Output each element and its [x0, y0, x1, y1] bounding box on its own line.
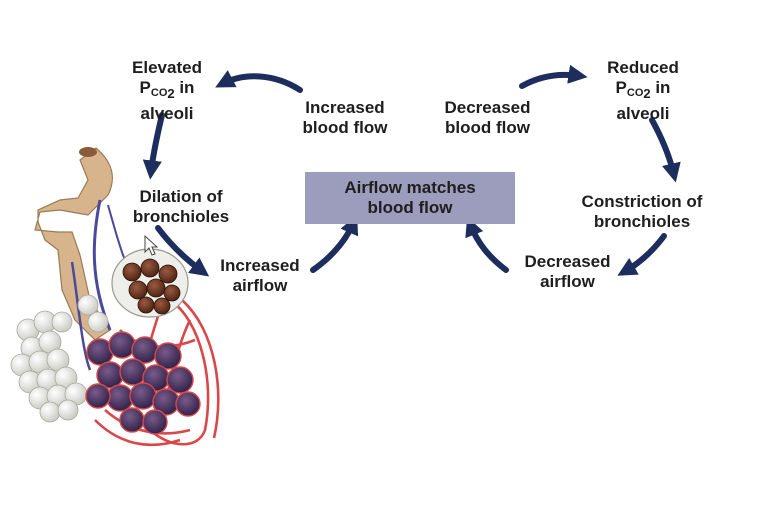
center-line-2: blood flow	[367, 198, 453, 217]
elevated-line-3: alveoli	[140, 104, 194, 123]
right-cycle-arrows	[465, 64, 681, 276]
arrow-to-reduced	[519, 64, 588, 89]
reduced-pco2-label: Reduced PCO2 in alveoli	[588, 58, 698, 124]
decreased-airflow-line-1: Decreased	[524, 252, 611, 271]
arrow-to-dilation	[142, 112, 165, 180]
decreased-airflow-line-2: airflow	[540, 272, 595, 291]
increased-airflow-label: Increased airflow	[205, 256, 315, 296]
decreased-blood-flow-label: Decreased blood flow	[425, 98, 550, 138]
co-subscript: CO	[150, 87, 168, 99]
dilation-line-1: Dilation of	[139, 187, 223, 206]
elevated-line-2: PCO2 in	[112, 78, 222, 104]
arrow-to-increased-airflow	[155, 225, 210, 277]
alveoli-illustration	[10, 147, 220, 447]
dilation-label: Dilation of bronchioles	[116, 187, 246, 227]
arrow-to-center-left	[310, 214, 359, 273]
arrow-to-center-right	[465, 216, 509, 273]
elevated-line-1: Elevated	[132, 58, 202, 77]
arrow-to-constriction	[649, 117, 681, 183]
decreased-blood-flow-line-2: blood flow	[445, 118, 530, 137]
p-symbol: P	[615, 78, 627, 97]
left-cycle-arrows	[142, 70, 359, 277]
constriction-label: Constriction of bronchioles	[562, 192, 722, 232]
alveolar-sacs	[10, 294, 109, 423]
increased-blood-flow-line-1: Increased	[305, 98, 385, 117]
arrow-to-decreased-airflow	[617, 233, 667, 276]
in-suffix: in	[650, 78, 671, 97]
airflow-matches-box: Airflow matches blood flow	[305, 172, 515, 224]
bronchiole-tube	[34, 147, 113, 341]
reduced-line-3: alveoli	[616, 104, 670, 123]
increased-airflow-line-2: airflow	[232, 276, 288, 295]
constriction-line-2: bronchioles	[593, 212, 691, 231]
in-suffix: in	[174, 78, 195, 97]
two-subscript: 2	[643, 86, 651, 101]
center-label: Airflow matches blood flow	[305, 178, 515, 218]
dilation-line-2: bronchioles	[132, 207, 230, 226]
reduced-line-1: Reduced	[607, 58, 679, 77]
bronchiole-opening	[79, 147, 97, 157]
co-subscript: CO	[626, 87, 644, 99]
arrow-to-elevated	[215, 70, 303, 93]
capillary-alveoli	[85, 331, 201, 435]
increased-airflow-line-1: Increased	[220, 256, 300, 275]
vein-path	[70, 261, 92, 371]
cutaway-sac	[111, 248, 189, 318]
elevated-pco2-label: Elevated PCO2 in alveoli	[112, 58, 222, 124]
two-subscript: 2	[167, 86, 175, 101]
increased-blood-flow-line-2: blood flow	[302, 118, 388, 137]
constriction-line-1: Constriction of	[581, 192, 703, 211]
center-line-1: Airflow matches	[344, 178, 476, 197]
reduced-line-2: PCO2 in	[588, 78, 698, 104]
cursor-icon	[144, 234, 159, 256]
p-symbol: P	[139, 78, 151, 97]
decreased-airflow-label: Decreased airflow	[510, 252, 625, 292]
increased-blood-flow-label: Increased blood flow	[285, 98, 405, 138]
decreased-blood-flow-line-1: Decreased	[444, 98, 531, 117]
